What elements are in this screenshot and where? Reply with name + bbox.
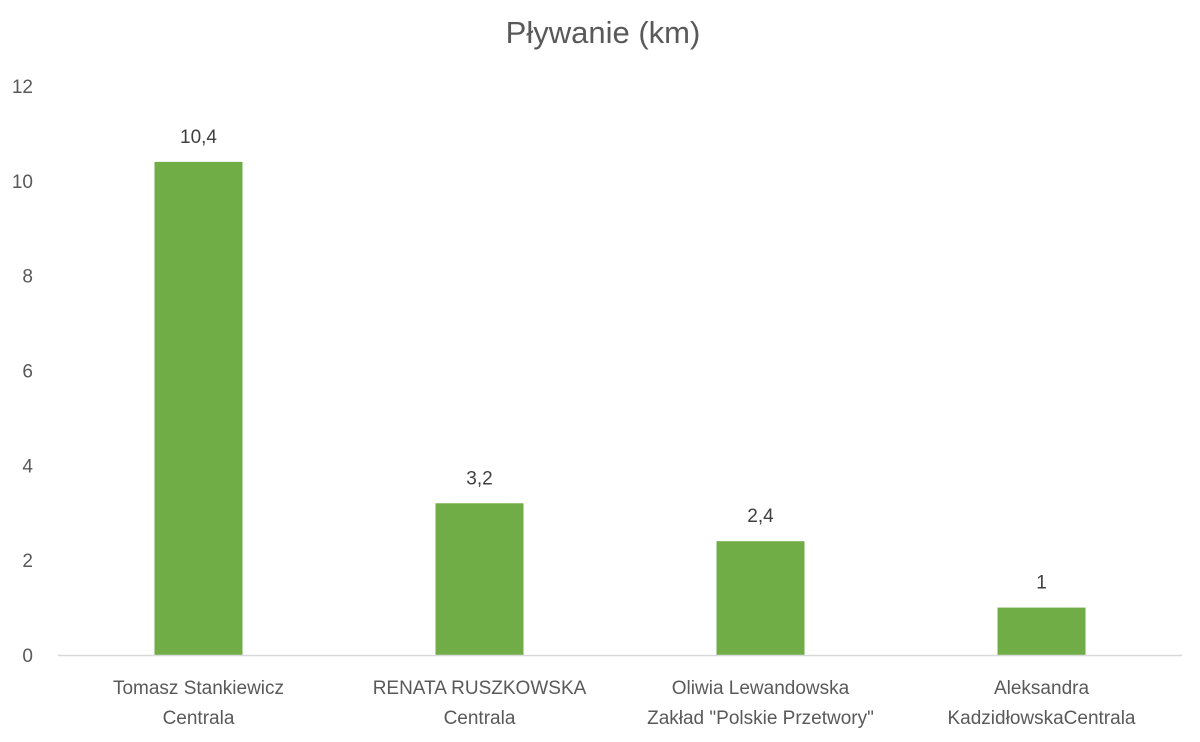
data-label: 2,4: [747, 506, 774, 527]
bar: [997, 607, 1086, 655]
category-label: Zakład "Polskie Przetwory": [647, 708, 874, 729]
bar: [716, 541, 805, 655]
y-tick-label: 0: [22, 646, 33, 667]
y-tick-label: 2: [22, 551, 33, 572]
category-labels: Tomasz Stankiewicz Centrala RENATA RUSZKOW…: [113, 678, 1136, 729]
y-tick-label: 4: [22, 456, 33, 477]
data-label: 1: [1036, 573, 1047, 594]
y-tick-label: 6: [22, 362, 33, 383]
bar: [435, 503, 524, 655]
y-tick-label: 12: [12, 77, 33, 98]
y-axis-ticks: 0 2 4 6 8 10 12: [12, 77, 34, 667]
category-label: KadzidłowskaCentrala: [948, 708, 1136, 729]
chart-title: Pływanie (km): [506, 15, 701, 50]
category-label: Centrala: [444, 708, 516, 729]
y-tick-label: 8: [22, 267, 33, 288]
category-label: Tomasz Stankiewicz: [113, 678, 284, 699]
category-label: Centrala: [163, 708, 235, 729]
bar: [154, 161, 243, 655]
category-label: Aleksandra: [994, 678, 1089, 699]
data-labels: 10,4 3,2 2,4 1: [180, 127, 1047, 594]
bars: [154, 161, 1086, 655]
data-label: 10,4: [180, 127, 217, 148]
data-label: 3,2: [466, 468, 492, 489]
category-label: Oliwia Lewandowska: [672, 678, 850, 699]
category-label: RENATA RUSZKOWSKA: [373, 678, 587, 699]
y-tick-label: 10: [12, 172, 33, 193]
